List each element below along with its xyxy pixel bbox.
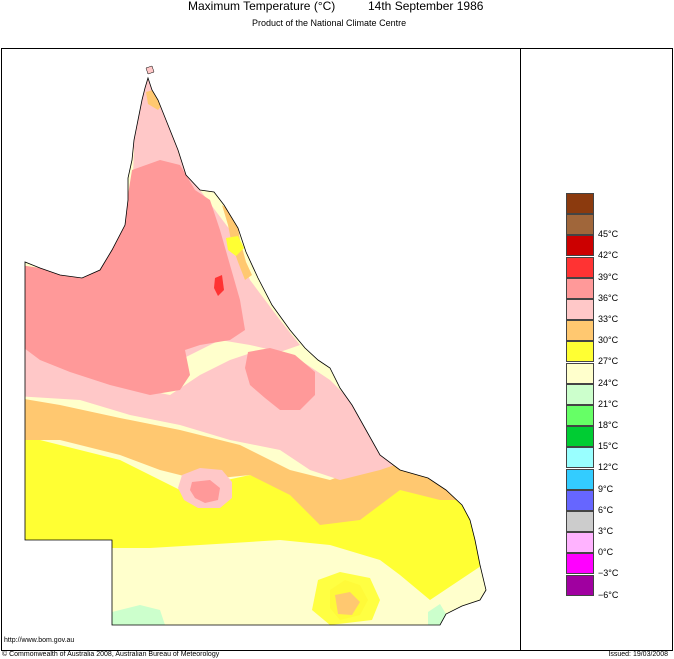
legend-swatch <box>566 574 594 596</box>
legend-swatch <box>566 214 594 236</box>
map-frame <box>1 48 673 651</box>
footer-issued: Issued: 19/03/2008 <box>608 651 668 658</box>
legend-label: 15°C <box>598 441 619 452</box>
legend-swatch <box>566 511 594 532</box>
legend-swatch <box>566 277 594 299</box>
legend-swatch <box>566 489 594 511</box>
legend-label: 36°C <box>598 292 619 303</box>
legend-label: −6°C <box>598 589 619 600</box>
legend-divider <box>520 48 521 651</box>
legend-label: 21°C <box>598 398 619 409</box>
legend-label: −3°C <box>598 568 619 579</box>
legend-swatch <box>566 320 594 342</box>
legend-label: 30°C <box>598 335 619 346</box>
legend-swatch <box>566 426 594 448</box>
legend-swatch <box>566 383 594 405</box>
legend-label: 12°C <box>598 462 619 473</box>
legend-label: 27°C <box>598 356 619 367</box>
legend-swatch <box>566 256 594 278</box>
queensland-outline <box>24 76 487 626</box>
legend-swatch <box>566 468 594 490</box>
legend-label: 24°C <box>598 377 619 388</box>
legend-label: 3°C <box>598 526 614 536</box>
legend-swatch <box>566 193 594 214</box>
title-date: 14th September 1986 <box>368 0 484 13</box>
legend-swatch <box>566 362 594 384</box>
legend-swatch <box>566 447 594 469</box>
legend-swatch <box>566 299 594 320</box>
title-variable: Maximum Temperature (°C) <box>188 0 336 13</box>
footer-copyright: © Commonwealth of Australia 2008, Austra… <box>2 651 220 658</box>
legend-label: 0°C <box>598 547 614 558</box>
legend-label: 18°C <box>598 420 619 430</box>
legend-label: 42°C <box>598 250 619 261</box>
legend-label: 39°C <box>598 271 619 282</box>
legend-label: 9°C <box>598 483 614 494</box>
legend-label: 45°C <box>598 229 619 240</box>
legend-swatch <box>566 532 594 554</box>
legend-swatch <box>566 405 594 426</box>
map-subtitle: Product of the National Climate Centre <box>252 18 407 28</box>
legend-swatch <box>566 235 594 257</box>
legend-label: 6°C <box>598 504 614 515</box>
legend-label: 33°C <box>598 314 619 324</box>
legend-swatch <box>566 341 594 363</box>
legend-swatch <box>566 553 594 575</box>
footer-url[interactable]: http://www.bom.gov.au <box>4 637 75 644</box>
